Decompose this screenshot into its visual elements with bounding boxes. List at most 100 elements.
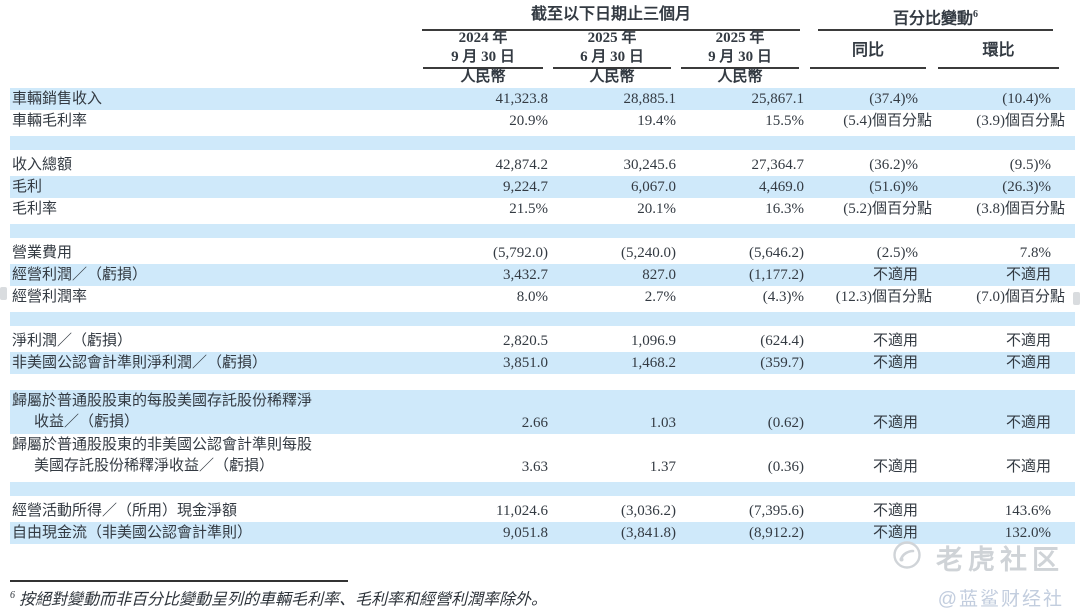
table-header-groups: 截至以下日期止三個月 百分比變動6 xyxy=(10,4,1075,32)
table-row: 車輛毛利率 20.9% 19.4% 15.5% (5.4)個百分點 (3.9)個百分點 xyxy=(10,110,1075,132)
table-row: 歸屬於普通股股東的每股美國存託股份稀釋淨 收益／（虧損） 2.66 1.03 (0.62… xyxy=(10,390,1075,434)
cell-value: (36.2)% xyxy=(869,157,918,173)
currency-label: 人民幣 xyxy=(589,69,635,85)
row-label: 毛利率 xyxy=(12,201,58,217)
cell-value: (37.4)% xyxy=(869,91,918,107)
cell-value: (3.9)個百分點 xyxy=(976,113,1065,129)
cell-value: 21.5% xyxy=(509,201,548,217)
scan-artifact xyxy=(0,287,7,300)
cell-value: 3,851.0 xyxy=(503,355,548,371)
cell-value: (2.5)% xyxy=(876,245,918,261)
cell-value: 16.3% xyxy=(765,201,804,217)
table-row: 經營利潤率 8.0% 2.7% (4.3)% (12.3)個百分點 (7.0)個百分點 xyxy=(10,286,1075,308)
cell-value: (5,792.0) xyxy=(493,245,548,261)
column-header-2025-06-30: 2025 年 6 月 30 日 xyxy=(553,28,671,69)
row-label: 非美國公認會計準則淨利潤／（虧損） xyxy=(12,355,268,371)
table-spacer-row xyxy=(10,132,1075,154)
row-label: 自由現金流（非美國公認會計準則） xyxy=(12,525,253,541)
footnote-rule xyxy=(10,580,348,582)
row-label: 淨利潤／（虧損） xyxy=(12,333,133,349)
cell-value: 20.9% xyxy=(509,113,548,129)
cell-value: 28,885.1 xyxy=(623,91,677,107)
cell-value: 15.5% xyxy=(765,113,804,129)
row-label: 車輛毛利率 xyxy=(12,113,88,129)
row-label: 營業費用 xyxy=(12,245,73,261)
period-group-label: 截至以下日期止三個月 xyxy=(530,6,691,23)
cell-value: 不適用 xyxy=(1005,333,1051,349)
cell-value: (7.0)個百分點 xyxy=(976,289,1065,305)
cell-value: 不適用 xyxy=(1005,415,1051,431)
row-label: 經營活動所得／（所用）現金淨額 xyxy=(12,503,238,519)
cell-value: 不適用 xyxy=(872,267,918,283)
currency-label: 人民幣 xyxy=(460,69,506,85)
cell-value: (3.8)個百分點 xyxy=(976,201,1065,217)
cell-value: (5.4)個百分點 xyxy=(843,113,932,129)
cell-value: 不適用 xyxy=(872,525,918,541)
cell-value: 11,024.6 xyxy=(496,503,548,519)
table-row: 經營活動所得／（所用）現金淨額 11,024.6 (3,036.2) (7,395.6… xyxy=(10,500,1075,522)
cell-value: 1,096.9 xyxy=(631,333,676,349)
table-header-dates: 2024 年 9 月 30 日 2025 年 6 月 30 日 2025 年 9… xyxy=(10,28,1075,69)
currency-label: 人民幣 xyxy=(717,69,763,85)
footnote: 6 按絕對變動而非百分比變動呈列的車輛毛利率、毛利率和經營利潤率除外。 xyxy=(10,580,547,611)
cell-value: 3.63 xyxy=(521,459,548,475)
watermark: 老虎社区 @蓝鲨财经社 xyxy=(892,538,1064,611)
table-body: 車輛銷售收入 41,323.8 28,885.1 25,867.1 (37.4)% (10… xyxy=(10,88,1075,544)
change-group-footnote-ref: 6 xyxy=(973,9,978,20)
table-header-currency: 人民幣 人民幣 人民幣 xyxy=(10,68,1075,88)
cell-value: 19.4% xyxy=(637,113,676,129)
table-spacer-row xyxy=(10,220,1075,242)
cell-value: 27,364.7 xyxy=(751,157,805,173)
cell-value: (10.4)% xyxy=(1002,91,1051,107)
cell-value: 25,867.1 xyxy=(751,91,805,107)
cell-value: 4,469.0 xyxy=(759,179,804,195)
table-row: 歸屬於普通股股東的非美國公認會計準則每股 美國存託股份稀釋淨收益／（虧損） 3.63… xyxy=(10,434,1075,478)
table-spacer-row xyxy=(10,374,1075,390)
cell-value: (3,036.2) xyxy=(621,503,676,519)
column-header-yoy: 同比 xyxy=(810,28,926,69)
scan-artifact xyxy=(1073,292,1080,305)
cell-value: 2,820.5 xyxy=(503,333,548,349)
cell-value: 132.0% xyxy=(1004,525,1051,541)
row-label: 收入總額 xyxy=(12,157,73,173)
table-row: 非美國公認會計準則淨利潤／（虧損） 3,851.0 1,468.2 (359.7) 不適… xyxy=(10,352,1075,374)
cell-value: (3,841.8) xyxy=(621,525,676,541)
cell-value: 9,224.7 xyxy=(503,179,548,195)
financial-table: 截至以下日期止三個月 百分比變動6 2024 年 9 月 30 日 2025 年… xyxy=(10,4,1075,544)
row-label: 歸屬於普通股股東的非美國公認會計準則每股 美國存託股份稀釋淨收益／（虧損） xyxy=(12,437,313,474)
cell-value: 2.7% xyxy=(644,289,676,305)
cell-value: 143.6% xyxy=(1004,503,1051,519)
table-spacer-row xyxy=(10,308,1075,330)
cell-value: (8,912.2) xyxy=(749,525,804,541)
cell-value: (5,240.0) xyxy=(621,245,676,261)
cell-value: 9,051.8 xyxy=(503,525,548,541)
watermark-handle: @蓝鲨财经社 xyxy=(937,589,1064,610)
cell-value: (624.4) xyxy=(760,333,804,349)
footnote-text: 6 按絕對變動而非百分比變動呈列的車輛毛利率、毛利率和經營利潤率除外。 xyxy=(10,590,548,609)
cell-value: 2.66 xyxy=(521,415,548,431)
cell-value: (0.36) xyxy=(767,459,804,475)
tiger-logo-icon xyxy=(892,540,922,575)
cell-value: (5,646.2) xyxy=(749,245,804,261)
cell-value: 不適用 xyxy=(1005,459,1051,475)
cell-value: 不適用 xyxy=(872,459,918,475)
cell-value: 不適用 xyxy=(872,503,918,519)
table-row: 車輛銷售收入 41,323.8 28,885.1 25,867.1 (37.4)% (10… xyxy=(10,88,1075,110)
footnote-number: 6 xyxy=(10,590,15,601)
cell-value: (4.3)% xyxy=(762,289,804,305)
cell-value: 3,432.7 xyxy=(503,267,548,283)
row-label: 毛利 xyxy=(12,179,43,195)
table-row: 收入總額 42,874.2 30,245.6 27,364.7 (36.2)% (9.5)… xyxy=(10,154,1075,176)
table-row: 毛利率 21.5% 20.1% 16.3% (5.2)個百分點 (3.8)個百分點 xyxy=(10,198,1075,220)
cell-value: 42,874.2 xyxy=(495,157,549,173)
row-label: 經營利潤率 xyxy=(12,289,88,305)
cell-value: 不適用 xyxy=(872,355,918,371)
cell-value: (7,395.6) xyxy=(749,503,804,519)
cell-value: 30,245.6 xyxy=(623,157,677,173)
cell-value: (359.7) xyxy=(760,355,804,371)
column-header-qoq: 環比 xyxy=(938,28,1059,69)
cell-value: 8.0% xyxy=(516,289,548,305)
cell-value: 6,067.0 xyxy=(631,179,676,195)
period-group-header: 截至以下日期止三個月 xyxy=(422,4,800,32)
row-label: 經營利潤／（虧損） xyxy=(12,267,148,283)
